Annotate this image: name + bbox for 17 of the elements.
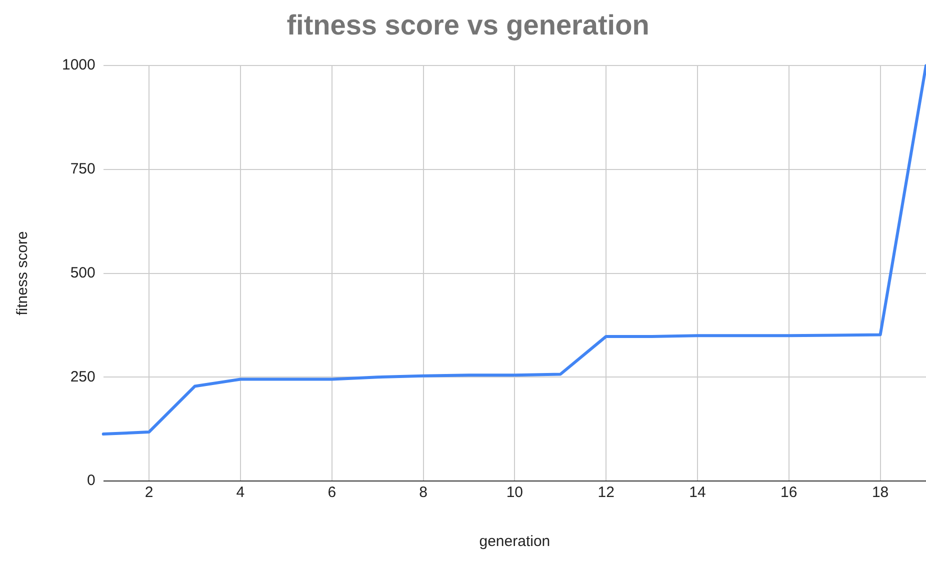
y-tick-label: 1000 xyxy=(62,56,96,74)
chart-title: fitness score vs generation xyxy=(286,10,650,41)
x-tick-label: 2 xyxy=(144,484,154,502)
x-tick-label: 6 xyxy=(328,484,336,502)
x-tick-label: 10 xyxy=(506,484,524,502)
x-tick-label: 8 xyxy=(419,484,428,502)
x-tick-label: 14 xyxy=(689,484,706,502)
x-tick-label: 4 xyxy=(236,484,245,502)
x-tick-label: 18 xyxy=(872,484,889,502)
y-tick-label: 0 xyxy=(87,472,96,490)
x-tick-label: 16 xyxy=(780,484,798,502)
y-tick-label: 250 xyxy=(70,368,96,386)
x-tick-label: 12 xyxy=(598,484,614,502)
x-axis-title: generation xyxy=(479,533,550,550)
y-tick-label: 500 xyxy=(70,264,96,282)
y-tick-label: 750 xyxy=(70,160,96,178)
y-axis-title: fitness score xyxy=(14,231,32,316)
